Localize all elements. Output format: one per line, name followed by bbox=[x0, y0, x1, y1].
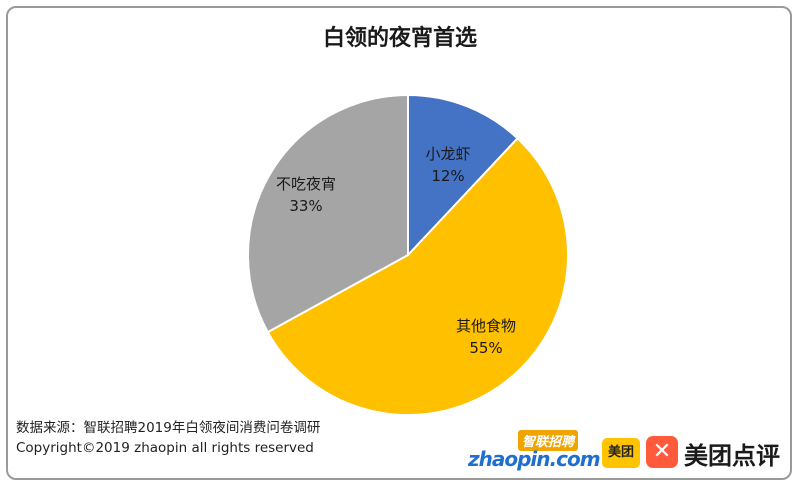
zhaopin-logo-en: zhaopin.com bbox=[468, 447, 601, 471]
data-source-note: 数据来源：智联招聘2019年白领夜间消费问卷调研 bbox=[16, 420, 321, 436]
slice-value-0: 12% bbox=[431, 167, 464, 185]
slice-value-2: 33% bbox=[289, 197, 322, 215]
slice-label-2: 不吃夜宵 bbox=[276, 175, 336, 193]
slice-label-1: 其他食物 bbox=[456, 317, 516, 335]
zhaopin-logo: 智联招聘 zhaopin.com bbox=[468, 430, 601, 474]
dianping-logo-text: 美团点评 bbox=[684, 442, 780, 470]
slice-label-0: 小龙虾 bbox=[425, 145, 470, 163]
pie-slice-0 bbox=[407, 93, 519, 258]
copyright-note: Copyright©2019 zhaopin all rights reserv… bbox=[16, 440, 314, 456]
slice-value-1: 55% bbox=[469, 339, 502, 357]
pie-slice-2 bbox=[247, 93, 409, 334]
meituan-logo: 美团 bbox=[602, 438, 640, 468]
zhaopin-logo-cn: 智联招聘 bbox=[518, 430, 579, 451]
pie-slice-1 bbox=[266, 136, 569, 416]
dianping-icon: ✕ bbox=[646, 436, 678, 468]
chart-footer: 数据来源：智联招聘2019年白领夜间消费问卷调研 Copyright©2019 … bbox=[16, 418, 320, 458]
chart-frame bbox=[6, 6, 792, 480]
chart-title: 白领的夜宵首选 bbox=[322, 26, 477, 51]
